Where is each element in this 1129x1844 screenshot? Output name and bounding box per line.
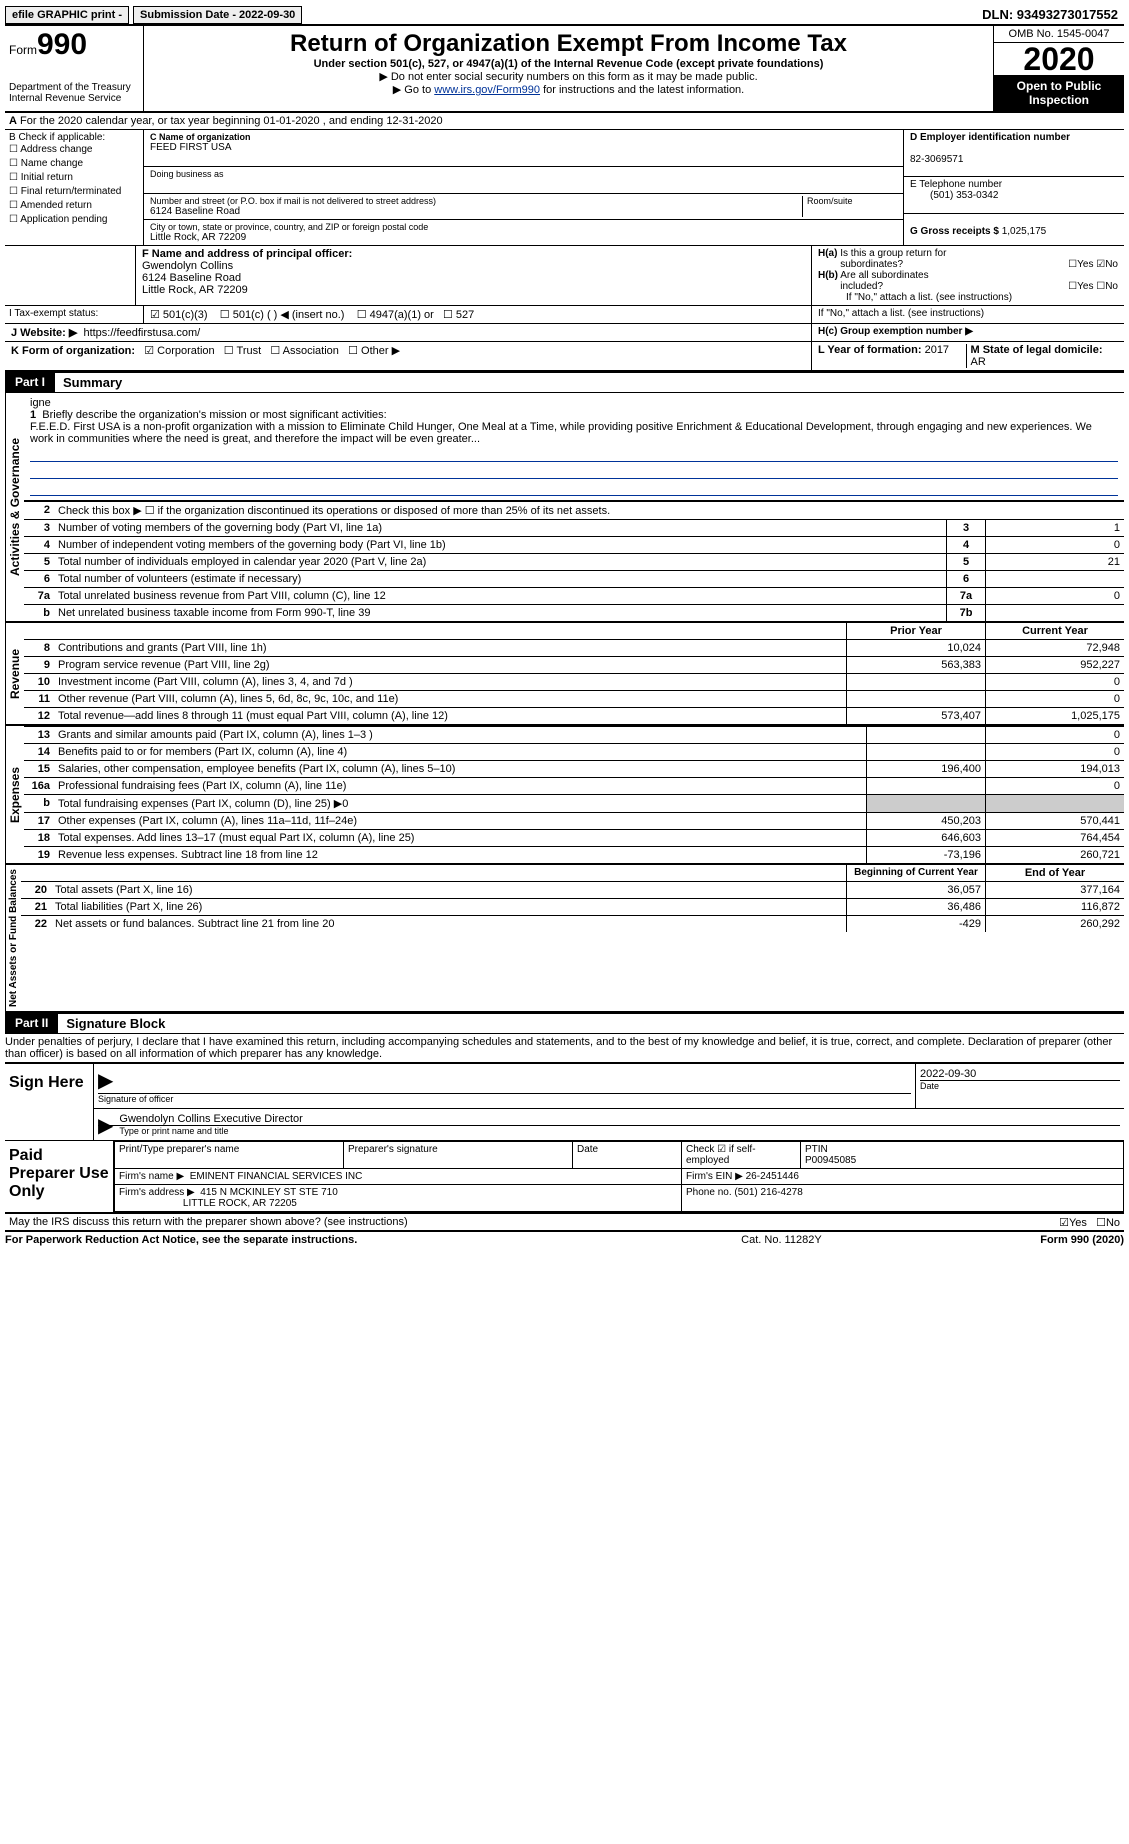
form-label: Form990 <box>9 28 139 62</box>
col-d: D Employer identification number 82-3069… <box>903 130 1124 245</box>
chk-amend[interactable]: ☐ Amended return <box>9 199 139 213</box>
sec-revenue: Revenue Prior YearCurrent Year 8Contribu… <box>5 623 1124 726</box>
tab-expenses: Expenses <box>5 726 24 863</box>
org-name: FEED FIRST USA <box>150 142 897 153</box>
efile-btn[interactable]: efile GRAPHIC print - <box>5 6 129 24</box>
open-public: Open to Public Inspection <box>994 75 1124 111</box>
part2-header: Part II Signature Block <box>5 1013 1124 1034</box>
rev-table: Prior YearCurrent Year 8Contributions an… <box>24 623 1124 724</box>
chk-init[interactable]: ☐ Initial return <box>9 171 139 185</box>
street: 6124 Baseline Road <box>150 206 802 217</box>
row-j: J Website: ▶ https://feedfirstusa.com/ H… <box>5 324 1124 342</box>
discuss-row: May the IRS discuss this return with the… <box>5 1214 1124 1232</box>
sign-block: Sign Here ▶ Signature of officer 2022-09… <box>5 1062 1124 1140</box>
row-klm: K Form of organization: ☑ Corporation ☐ … <box>5 342 1124 372</box>
sec-expenses: Expenses 13Grants and similar amounts pa… <box>5 726 1124 865</box>
city: Little Rock, AR 72209 <box>150 232 897 243</box>
main-info: B Check if applicable: ☐ Address change … <box>5 130 1124 246</box>
tab-revenue: Revenue <box>5 623 24 724</box>
net-table: Beginning of Current YearEnd of Year 20T… <box>21 865 1124 932</box>
chk-name[interactable]: ☐ Name change <box>9 157 139 171</box>
officer-name: Gwendolyn Collins <box>142 260 233 272</box>
irs-link[interactable]: www.irs.gov/Form990 <box>434 84 540 96</box>
chk-app[interactable]: ☐ Application pending <box>9 213 139 227</box>
mission: igne 1 1 Briefly describe the organizati… <box>24 393 1124 501</box>
gross: 1,025,175 <box>1002 226 1047 237</box>
form-title: Return of Organization Exempt From Incom… <box>148 30 989 58</box>
sec-governance: Activities & Governance igne 1 1 Briefly… <box>5 393 1124 623</box>
sec-netassets: Net Assets or Fund Balances Beginning of… <box>5 865 1124 1013</box>
subtitle-1: Under section 501(c), 527, or 4947(a)(1)… <box>148 58 989 70</box>
gov-table: 2Check this box ▶ ☐ if the organization … <box>24 501 1124 621</box>
row-fh: F Name and address of principal officer:… <box>5 246 1124 306</box>
col-b: B Check if applicable: ☐ Address change … <box>5 130 144 245</box>
phone: (501) 353-0342 <box>910 190 998 201</box>
tab-netassets: Net Assets or Fund Balances <box>5 865 21 1011</box>
dln: DLN: 93493273017552 <box>976 5 1124 24</box>
dept: Department of the Treasury Internal Reve… <box>9 82 139 104</box>
row-i: I Tax-exempt status: ☑ 501(c)(3) ☐ 501(c… <box>5 306 1124 324</box>
section-a: A For the 2020 calendar year, or tax yea… <box>5 113 1124 130</box>
tax-year: 2020 <box>994 43 1124 75</box>
exp-table: 13Grants and similar amounts paid (Part … <box>24 726 1124 863</box>
subtitle-2: ▶ Do not enter social security numbers o… <box>148 70 989 83</box>
firm-ein: 26-2451446 <box>746 1171 799 1182</box>
footer: For Paperwork Reduction Act Notice, see … <box>5 1232 1124 1248</box>
sign-date: 2022-09-30 <box>920 1068 1120 1080</box>
part1-header: Part I Summary <box>5 372 1124 393</box>
ptin: P00945085 <box>805 1155 856 1166</box>
submission-date: Submission Date - 2022-09-30 <box>133 6 302 24</box>
chk-final[interactable]: ☐ Final return/terminated <box>9 185 139 199</box>
firm-phone: (501) 216-4278 <box>734 1187 802 1198</box>
perjury-text: Under penalties of perjury, I declare th… <box>5 1034 1124 1062</box>
topbar: efile GRAPHIC print - Submission Date - … <box>5 5 1124 26</box>
ein: 82-3069571 <box>910 154 963 165</box>
sign-here-label: Sign Here <box>5 1064 94 1140</box>
form-header: Form990 Department of the Treasury Inter… <box>5 26 1124 113</box>
tab-governance: Activities & Governance <box>5 393 24 621</box>
paid-prep-label: Paid Preparer Use Only <box>5 1141 114 1212</box>
officer-signed: Gwendolyn Collins Executive Director <box>98 1113 1120 1125</box>
preparer-block: Paid Preparer Use Only Print/Type prepar… <box>5 1140 1124 1214</box>
website[interactable]: https://feedfirstusa.com/ <box>83 327 200 339</box>
firm-name: EMINENT FINANCIAL SERVICES INC <box>190 1171 363 1182</box>
subtitle-3: ▶ Go to www.irs.gov/Form990 for instruct… <box>148 83 989 96</box>
col-c: C Name of organization FEED FIRST USA Do… <box>144 130 903 245</box>
chk-addr[interactable]: ☐ Address change <box>9 143 139 157</box>
